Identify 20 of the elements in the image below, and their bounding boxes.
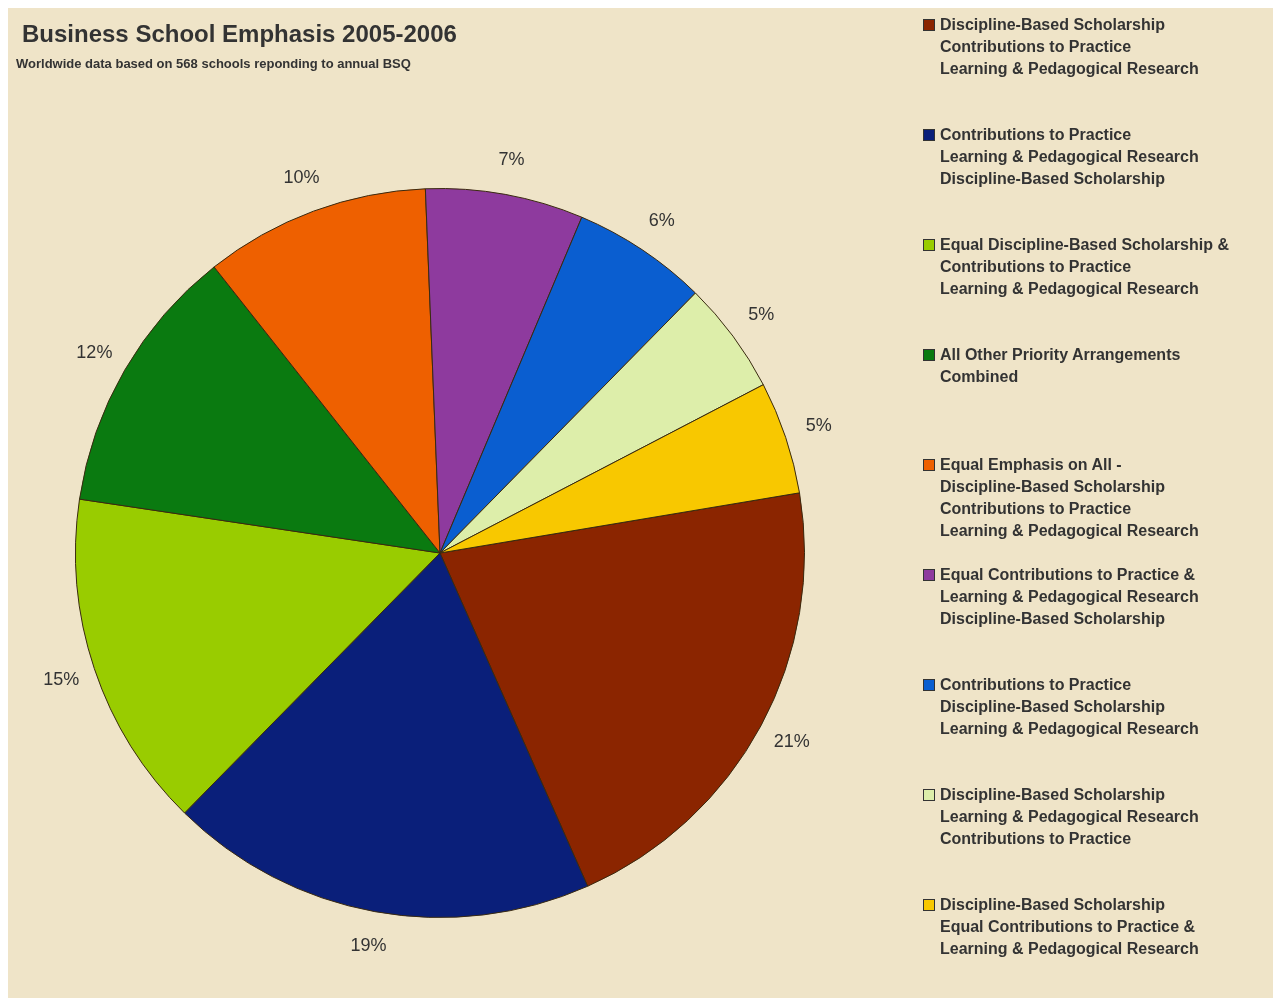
data-label: 10% [283, 167, 320, 188]
data-label: 5% [748, 304, 775, 325]
legend-label: All Other Priority Arrangements Combined [940, 345, 1181, 387]
legend-label: Discipline-Based Scholarship Contributions to Practice Learning & Pedagogical Research [940, 15, 1199, 79]
legend-label: Contributions to Practice Learning & Pedagogical Research Discipline-Based Scholarship [940, 125, 1199, 189]
data-label: 5% [805, 415, 832, 436]
data-label: 21% [773, 731, 810, 752]
legend-label: Equal Discipline-Based Scholarship & Contributions to Practice Learning & Pedagogical Research [940, 235, 1229, 299]
legend-label: Equal Contributions to Practice & Learning & Pedagogical Research Discipline-Based Scholarship [940, 565, 1199, 629]
data-label: 7% [498, 148, 525, 169]
legend-label: Equal Emphasis on All - Discipline-Based Scholarship Contributions to Practice Learning & Pedagogical Research [940, 455, 1199, 541]
data-label: 12% [76, 341, 113, 362]
text: Worldwide data based on 568 schools reponding to annual BSQ [16, 56, 411, 71]
legend-label: Discipline-Based Scholarship Learning & Pedagogical Research Contributions to Practice [940, 785, 1199, 849]
chart-title: Business School Emphasis 2005-2006 [22, 20, 457, 48]
data-label: 19% [350, 935, 387, 956]
legend-label: Contributions to Practice Discipline-Based Scholarship Learning & Pedagogical Research [940, 675, 1199, 739]
legend-label: Discipline-Based Scholarship Equal Contributions to Practice & Learning & Pedagogical Research [940, 895, 1199, 959]
data-label: 6% [648, 209, 675, 230]
data-label: 15% [43, 668, 80, 689]
